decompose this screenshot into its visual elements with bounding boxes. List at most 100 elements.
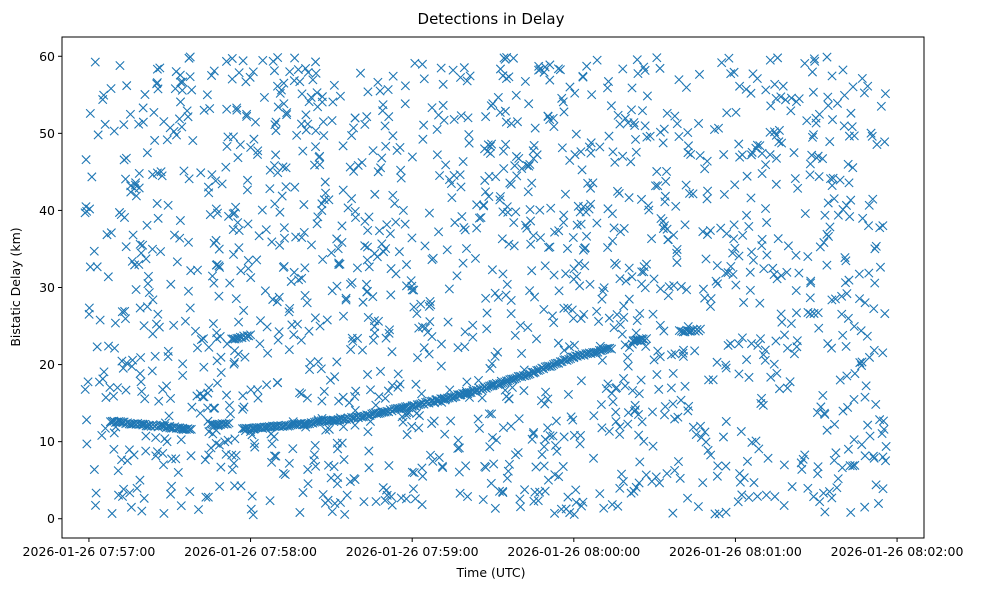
detection-marker bbox=[281, 163, 291, 173]
detection-marker bbox=[148, 170, 158, 180]
detection-marker bbox=[549, 121, 559, 132]
detection-marker bbox=[640, 65, 650, 75]
detection-marker bbox=[495, 107, 505, 118]
detection-marker bbox=[186, 451, 196, 461]
detection-marker bbox=[85, 108, 95, 119]
detection-marker bbox=[317, 396, 327, 406]
detection-marker bbox=[782, 267, 792, 277]
detection-marker bbox=[310, 142, 321, 152]
detection-marker bbox=[576, 313, 586, 324]
detection-marker bbox=[160, 434, 170, 444]
detection-marker bbox=[618, 476, 628, 487]
detection-marker bbox=[577, 165, 587, 175]
detection-marker bbox=[653, 181, 663, 191]
detection-marker bbox=[341, 293, 351, 303]
detection-marker bbox=[613, 110, 623, 120]
detection-marker bbox=[381, 141, 391, 151]
detection-marker bbox=[179, 166, 189, 176]
detection-marker bbox=[340, 509, 350, 520]
detection-marker bbox=[863, 221, 874, 231]
detection-marker bbox=[666, 383, 676, 393]
detection-marker bbox=[406, 276, 416, 286]
detection-marker bbox=[652, 53, 662, 63]
detection-marker bbox=[864, 268, 874, 278]
detection-marker bbox=[592, 218, 602, 228]
detection-marker bbox=[496, 378, 507, 389]
detection-marker bbox=[474, 423, 485, 433]
detection-marker bbox=[174, 114, 185, 124]
detection-marker bbox=[848, 82, 858, 92]
detection-marker bbox=[109, 444, 119, 454]
detection-marker bbox=[242, 175, 253, 185]
detection-marker bbox=[97, 430, 107, 441]
detection-marker bbox=[378, 100, 388, 110]
detection-marker bbox=[522, 160, 532, 171]
detection-marker bbox=[255, 339, 265, 349]
detection-marker bbox=[634, 389, 644, 399]
detection-marker bbox=[741, 210, 752, 220]
detection-marker bbox=[575, 439, 585, 449]
detection-marker bbox=[631, 147, 641, 157]
detection-marker bbox=[175, 215, 185, 226]
detection-marker bbox=[698, 284, 709, 294]
detection-marker bbox=[543, 423, 553, 433]
detection-marker bbox=[185, 486, 195, 497]
detection-marker bbox=[82, 439, 92, 449]
detection-marker bbox=[212, 328, 222, 338]
detection-marker bbox=[684, 188, 695, 198]
detection-marker bbox=[549, 227, 560, 237]
detection-marker bbox=[636, 194, 647, 204]
detection-marker bbox=[876, 101, 886, 111]
detection-marker bbox=[771, 179, 781, 189]
detection-marker bbox=[620, 381, 630, 391]
detection-marker bbox=[615, 422, 625, 432]
detection-marker bbox=[875, 262, 886, 272]
detection-marker bbox=[856, 360, 867, 371]
detection-marker bbox=[486, 478, 496, 488]
detection-marker bbox=[238, 391, 248, 401]
detection-marker bbox=[409, 302, 419, 312]
detection-marker bbox=[150, 351, 160, 361]
detection-marker bbox=[789, 148, 799, 158]
detection-marker bbox=[493, 292, 503, 302]
detection-marker bbox=[81, 155, 91, 165]
detection-marker bbox=[438, 462, 448, 473]
detection-marker bbox=[384, 325, 395, 335]
detection-marker bbox=[881, 441, 891, 452]
detection-marker bbox=[350, 206, 360, 217]
detection-marker bbox=[288, 444, 298, 454]
detection-marker bbox=[140, 394, 150, 404]
chart-title: Detections in Delay bbox=[418, 10, 565, 28]
detection-marker bbox=[304, 97, 314, 107]
detection-marker bbox=[794, 268, 804, 278]
detection-marker bbox=[869, 453, 879, 463]
detection-marker bbox=[400, 219, 410, 229]
detection-marker bbox=[257, 205, 267, 215]
detection-marker bbox=[119, 120, 129, 130]
detection-marker bbox=[733, 497, 743, 507]
detection-marker bbox=[878, 348, 888, 358]
detection-marker bbox=[163, 200, 173, 210]
detection-marker bbox=[793, 183, 803, 193]
detection-marker bbox=[678, 348, 688, 358]
detection-marker bbox=[303, 464, 313, 475]
detection-marker bbox=[724, 53, 734, 63]
detection-marker bbox=[436, 63, 446, 73]
detection-marker bbox=[112, 383, 123, 393]
detection-marker bbox=[498, 423, 508, 433]
detection-marker bbox=[841, 256, 851, 266]
detection-marker bbox=[609, 223, 619, 233]
detection-marker bbox=[756, 398, 766, 409]
detection-marker bbox=[229, 357, 240, 367]
detection-marker bbox=[827, 115, 838, 125]
x-tick-label: 2026-01-26 07:57:00 bbox=[23, 544, 156, 559]
detection-marker bbox=[450, 218, 460, 228]
detection-marker bbox=[154, 396, 164, 406]
detection-marker bbox=[175, 233, 185, 243]
detection-marker bbox=[204, 383, 214, 393]
detection-marker bbox=[571, 497, 581, 507]
detection-marker bbox=[236, 481, 246, 491]
detection-marker bbox=[848, 461, 858, 471]
detection-marker bbox=[762, 250, 772, 260]
detection-marker bbox=[791, 285, 801, 296]
